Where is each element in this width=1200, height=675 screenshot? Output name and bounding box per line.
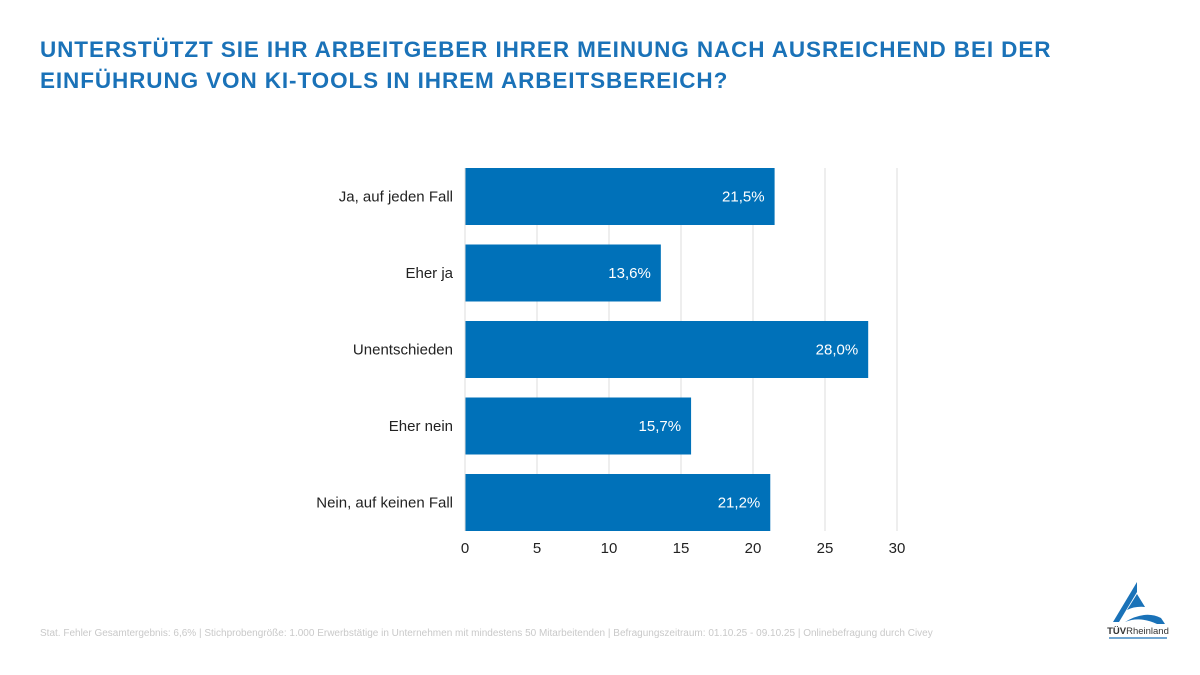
bar	[465, 244, 661, 302]
tuv-rheinland-logo: TÜVRheinland	[1105, 580, 1170, 642]
x-tick-label: 30	[889, 540, 906, 557]
x-tick-label: 25	[817, 540, 834, 557]
svg-text:TÜVRheinland: TÜVRheinland	[1107, 626, 1169, 637]
chart-title: UNTERSTÜTZT SIE IHR ARBEITGEBER IHRER ME…	[40, 34, 1160, 96]
footer-note: Stat. Fehler Gesamtergebnis: 6,6% | Stic…	[40, 628, 933, 639]
category-label: Nein, auf keinen Fall	[316, 495, 453, 512]
tuv-triangle-icon: TÜVRheinland	[1107, 582, 1169, 639]
category-label: Unentschieden	[353, 342, 453, 359]
data-label: 15,7%	[639, 418, 682, 435]
category-label: Ja, auf jeden Fall	[339, 189, 453, 206]
data-label: 28,0%	[816, 342, 859, 359]
x-tick-label: 5	[533, 540, 541, 557]
bar	[465, 321, 869, 378]
x-tick-label: 10	[601, 540, 618, 557]
data-label: 21,2%	[718, 495, 761, 512]
x-tick-label: 0	[461, 540, 469, 557]
category-label: Eher nein	[389, 418, 453, 435]
category-label: Eher ja	[405, 265, 453, 282]
x-tick-label: 20	[745, 540, 762, 557]
bar	[465, 168, 775, 225]
data-label: 21,5%	[722, 189, 765, 206]
title-line-1: UNTERSTÜTZT SIE IHR ARBEITGEBER IHRER ME…	[40, 37, 1052, 62]
bar	[465, 397, 692, 455]
title-line-2: EINFÜHRUNG VON KI-TOOLS IN IHREM ARBEITS…	[40, 68, 729, 93]
x-tick-label: 15	[673, 540, 690, 557]
bar	[465, 474, 771, 531]
data-label: 13,6%	[608, 265, 651, 282]
